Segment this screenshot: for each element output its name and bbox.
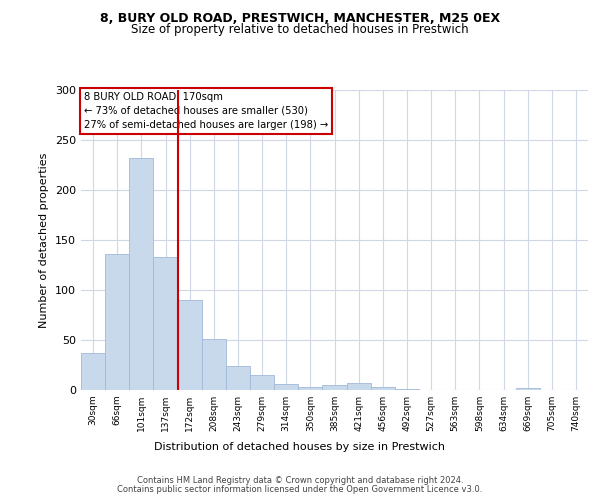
Text: Distribution of detached houses by size in Prestwich: Distribution of detached houses by size …: [155, 442, 445, 452]
Bar: [395, 389, 419, 390]
Text: Contains public sector information licensed under the Open Government Licence v3: Contains public sector information licen…: [118, 485, 482, 494]
Bar: [105, 254, 129, 390]
Bar: [178, 300, 202, 390]
Bar: [322, 385, 347, 390]
Bar: [298, 387, 322, 390]
Bar: [129, 158, 154, 390]
Bar: [81, 353, 105, 390]
Bar: [347, 383, 371, 390]
Text: 8, BURY OLD ROAD, PRESTWICH, MANCHESTER, M25 0EX: 8, BURY OLD ROAD, PRESTWICH, MANCHESTER,…: [100, 12, 500, 26]
Y-axis label: Number of detached properties: Number of detached properties: [40, 152, 49, 328]
Bar: [154, 257, 178, 390]
Text: 8 BURY OLD ROAD: 170sqm
← 73% of detached houses are smaller (530)
27% of semi-d: 8 BURY OLD ROAD: 170sqm ← 73% of detache…: [83, 92, 328, 130]
Bar: [250, 375, 274, 390]
Bar: [202, 339, 226, 390]
Bar: [515, 388, 540, 390]
Text: Contains HM Land Registry data © Crown copyright and database right 2024.: Contains HM Land Registry data © Crown c…: [137, 476, 463, 485]
Bar: [371, 387, 395, 390]
Text: Size of property relative to detached houses in Prestwich: Size of property relative to detached ho…: [131, 22, 469, 36]
Bar: [226, 366, 250, 390]
Bar: [274, 384, 298, 390]
